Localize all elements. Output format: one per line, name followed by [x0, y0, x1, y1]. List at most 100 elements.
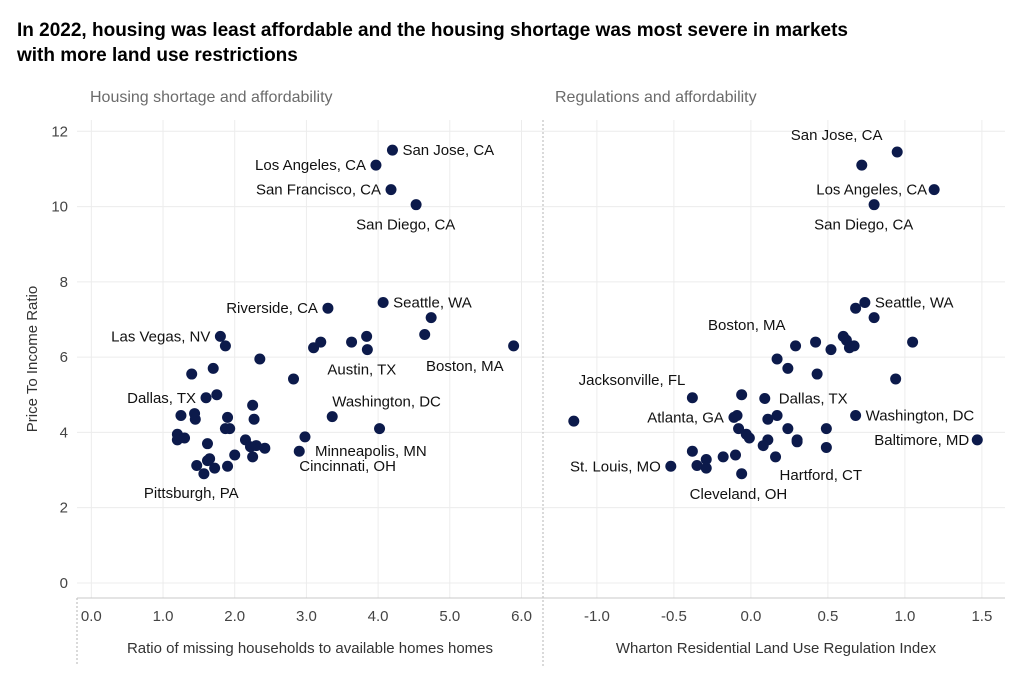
point-label: Las Vegas, NV	[111, 328, 210, 345]
point-label: Atlanta, GA	[647, 409, 724, 426]
data-point	[743, 432, 755, 444]
point-label: Dallas, TX	[779, 391, 848, 408]
point-label: Dallas, TX	[127, 390, 196, 407]
data-point	[254, 353, 266, 365]
data-point	[377, 297, 389, 309]
point-label: Pittsburgh, PA	[144, 485, 239, 502]
point-label: Cleveland, OH	[690, 486, 788, 503]
data-point	[374, 423, 386, 435]
data-point	[247, 399, 259, 411]
chart-title-line-1: In 2022, housing was least affordable an…	[17, 20, 848, 41]
data-point	[322, 302, 334, 314]
point-label: San Jose, CA	[402, 142, 494, 159]
data-point	[293, 445, 305, 457]
x-tick-label: 0.0	[740, 608, 761, 625]
data-point	[691, 460, 703, 472]
data-point	[850, 302, 862, 314]
point-label: Washington, DC	[332, 394, 441, 411]
data-point	[736, 468, 748, 480]
data-point	[825, 344, 837, 356]
data-point	[848, 340, 860, 352]
data-point	[346, 336, 358, 348]
data-point	[207, 362, 219, 374]
data-point	[361, 344, 373, 356]
data-point	[731, 409, 743, 421]
data-point	[219, 340, 231, 352]
data-point	[508, 340, 520, 352]
point-label: Hartford, CT	[780, 467, 863, 484]
data-point	[179, 432, 191, 444]
data-point	[700, 462, 712, 474]
data-point	[971, 434, 983, 446]
data-point	[759, 393, 771, 405]
data-point	[770, 451, 782, 463]
point-label: Seattle, WA	[393, 295, 472, 312]
x-tick-label: 4.0	[368, 608, 389, 625]
data-point	[299, 431, 311, 443]
point-label: Austin, TX	[327, 362, 396, 379]
data-point	[209, 462, 221, 474]
data-point	[782, 423, 794, 435]
grid-layer	[77, 120, 1005, 598]
data-point	[419, 329, 431, 341]
data-point	[891, 146, 903, 158]
data-point	[665, 460, 677, 472]
y-tick-label: 12	[51, 123, 68, 140]
data-point	[811, 368, 823, 380]
data-point	[288, 373, 300, 385]
point-label: San Francisco, CA	[256, 182, 381, 199]
y-tick-label: 0	[60, 575, 68, 592]
data-point	[191, 460, 203, 472]
x-tick-label: -0.5	[661, 608, 687, 625]
data-point	[790, 340, 802, 352]
x-axis-title-right: Wharton Residential Land Use Regulation …	[616, 640, 937, 657]
x-tick-label: 5.0	[439, 608, 460, 625]
point-label: Jacksonville, FL	[579, 372, 686, 389]
x-tick-label: 2.0	[224, 608, 245, 625]
point-label: Baltimore, MD	[874, 432, 969, 449]
data-point	[186, 368, 198, 380]
data-point	[222, 460, 234, 472]
data-point	[568, 415, 580, 427]
data-point	[410, 199, 422, 211]
data-point	[229, 449, 241, 461]
data-point	[425, 312, 437, 324]
data-point	[771, 353, 783, 365]
data-point	[907, 336, 919, 348]
data-point	[791, 434, 803, 446]
data-point	[859, 297, 871, 309]
panel-title-right: Regulations and affordability	[555, 89, 757, 106]
point-label: Seattle, WA	[875, 295, 954, 312]
x-tick-label: 3.0	[296, 608, 317, 625]
x-axis-title-left: Ratio of missing households to available…	[127, 640, 493, 657]
x-tick-label: 1.5	[971, 608, 992, 625]
data-point	[820, 441, 832, 453]
y-tick-label: 4	[60, 424, 68, 441]
data-point	[686, 445, 698, 457]
tick-layer: 0.0 1.0 2.0 3.0 4.0 5.0 6.0 0 2 4 6 8 10 12 -1.0 -0.5 0.…	[51, 123, 992, 625]
y-axis-title: Price To Income Ratio	[24, 286, 41, 432]
data-point	[928, 184, 940, 196]
data-point	[782, 362, 794, 374]
data-point	[385, 184, 397, 196]
data-point	[762, 413, 774, 425]
data-point	[222, 411, 234, 423]
chart-title-line-2: with more land use restrictions	[16, 45, 298, 66]
x-tick-label: -1.0	[584, 608, 610, 625]
data-point	[247, 451, 259, 463]
data-point	[717, 451, 729, 463]
panel-title-left: Housing shortage and affordability	[90, 89, 333, 106]
data-point	[850, 409, 862, 421]
data-point	[308, 342, 320, 354]
point-label: St. Louis, MO	[570, 458, 661, 475]
x-tick-label: 0.5	[817, 608, 838, 625]
data-point	[200, 392, 212, 404]
point-label: Los Angeles, CA	[816, 182, 927, 199]
x-tick-label: 6.0	[511, 608, 532, 625]
data-point	[259, 442, 271, 454]
data-point	[214, 330, 226, 342]
point-label: Los Angeles, CA	[255, 157, 366, 174]
y-tick-label: 6	[60, 349, 68, 366]
point-label: San Jose, CA	[791, 127, 883, 144]
